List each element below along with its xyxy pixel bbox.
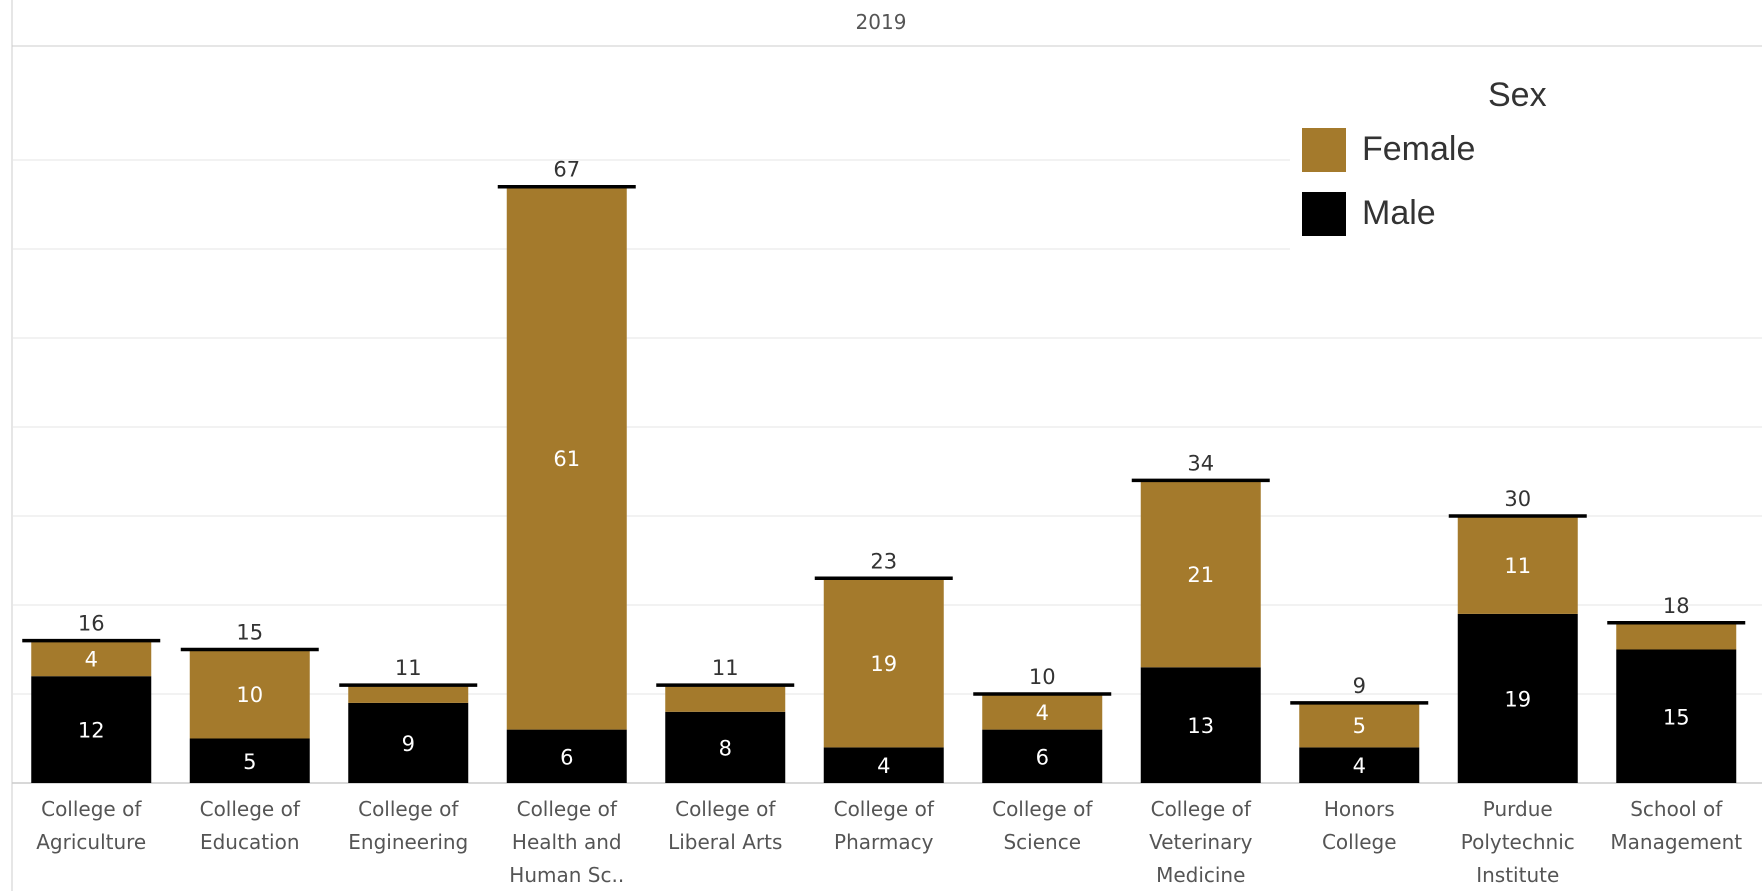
male-value-label: 13: [1187, 714, 1214, 738]
bar-male: [1457, 613, 1578, 783]
female-value-label: 61: [553, 447, 580, 471]
female-value-label: 11: [1504, 554, 1531, 578]
male-value-label: 6: [560, 745, 573, 769]
x-tick-label: Honors: [1324, 797, 1395, 821]
x-tick-label: Health and: [512, 830, 622, 854]
legend-swatch-female: [1302, 128, 1346, 172]
x-tick-label: Institute: [1476, 863, 1559, 887]
legend-title: Sex: [1488, 76, 1547, 114]
x-tick-label: College of: [675, 797, 776, 821]
x-tick-label: Engineering: [348, 830, 468, 854]
bar-male: [506, 729, 627, 783]
bar-female: [1616, 622, 1737, 650]
bar-male: [31, 676, 152, 783]
bar-male: [189, 738, 310, 783]
bar-male: [348, 702, 469, 783]
chart-title: 2019: [855, 10, 907, 34]
bar-female: [665, 685, 786, 712]
x-tick-label: College of: [834, 797, 935, 821]
x-tick-label: Medicine: [1156, 863, 1245, 887]
bar-male: [1299, 747, 1420, 783]
x-tick-label: Polytechnic: [1461, 830, 1575, 854]
legend-label-male: Male: [1362, 194, 1436, 232]
total-label: 16: [78, 612, 105, 636]
male-value-label: 12: [78, 719, 105, 743]
total-label: 18: [1663, 594, 1690, 618]
bar-female: [823, 578, 944, 748]
legend-label-female: Female: [1362, 130, 1476, 168]
male-value-label: 4: [877, 754, 890, 778]
bar-female: [31, 640, 152, 677]
male-value-label: 5: [243, 750, 256, 774]
total-label: 10: [1029, 665, 1056, 689]
bar-female: [348, 685, 469, 703]
x-tick-label: Management: [1610, 830, 1742, 854]
female-value-label: 5: [1353, 714, 1366, 738]
male-value-label: 4: [1353, 754, 1366, 778]
total-label: 67: [553, 158, 580, 182]
female-value-label: 19: [870, 652, 897, 676]
female-value-label: 4: [1036, 701, 1049, 725]
x-tick-label: College of: [517, 797, 618, 821]
male-value-label: 8: [719, 736, 732, 760]
x-tick-label: College of: [358, 797, 459, 821]
total-label: 30: [1504, 487, 1531, 511]
bar-female: [1299, 702, 1420, 748]
female-value-label: 4: [85, 647, 98, 671]
bar-male: [823, 747, 944, 783]
legend-swatch-male: [1302, 192, 1346, 236]
total-label: 34: [1187, 451, 1214, 475]
bar-male: [982, 729, 1103, 783]
x-tick-label: School of: [1630, 797, 1723, 821]
x-tick-label: Veterinary: [1149, 830, 1253, 854]
legend: Sex Female Male: [1290, 72, 1762, 272]
bar-female: [506, 186, 627, 730]
female-value-label: 10: [236, 683, 263, 707]
total-label: 15: [236, 621, 263, 645]
x-tick-label: Education: [200, 830, 300, 854]
bar-male: [665, 711, 786, 783]
x-tick-label: Science: [1003, 830, 1081, 854]
x-tick-label: College of: [1151, 797, 1252, 821]
male-value-label: 15: [1663, 705, 1690, 729]
x-tick-label: College of: [200, 797, 301, 821]
bar-female: [1140, 480, 1261, 668]
x-tick-label: College: [1322, 830, 1397, 854]
bar-female: [189, 649, 310, 739]
x-tick-label: Pharmacy: [834, 830, 934, 854]
x-tick-label: Human Sc..: [509, 863, 624, 887]
bar-female: [1457, 516, 1578, 614]
total-label: 11: [395, 656, 422, 680]
total-label: 11: [712, 656, 739, 680]
x-tick-label: College of: [41, 797, 142, 821]
bar-female: [982, 694, 1103, 730]
x-tick-label: Liberal Arts: [668, 830, 782, 854]
x-tick-label: Agriculture: [36, 830, 146, 854]
x-tick-label: College of: [992, 797, 1093, 821]
bar-male: [1140, 667, 1261, 783]
total-label: 23: [870, 549, 897, 573]
total-label: 9: [1353, 674, 1366, 698]
bar-male: [1616, 649, 1737, 783]
x-tick-label: Purdue: [1483, 797, 1553, 821]
male-value-label: 6: [1036, 745, 1049, 769]
male-value-label: 9: [402, 732, 415, 756]
male-value-label: 19: [1504, 687, 1531, 711]
female-value-label: 21: [1187, 563, 1214, 587]
